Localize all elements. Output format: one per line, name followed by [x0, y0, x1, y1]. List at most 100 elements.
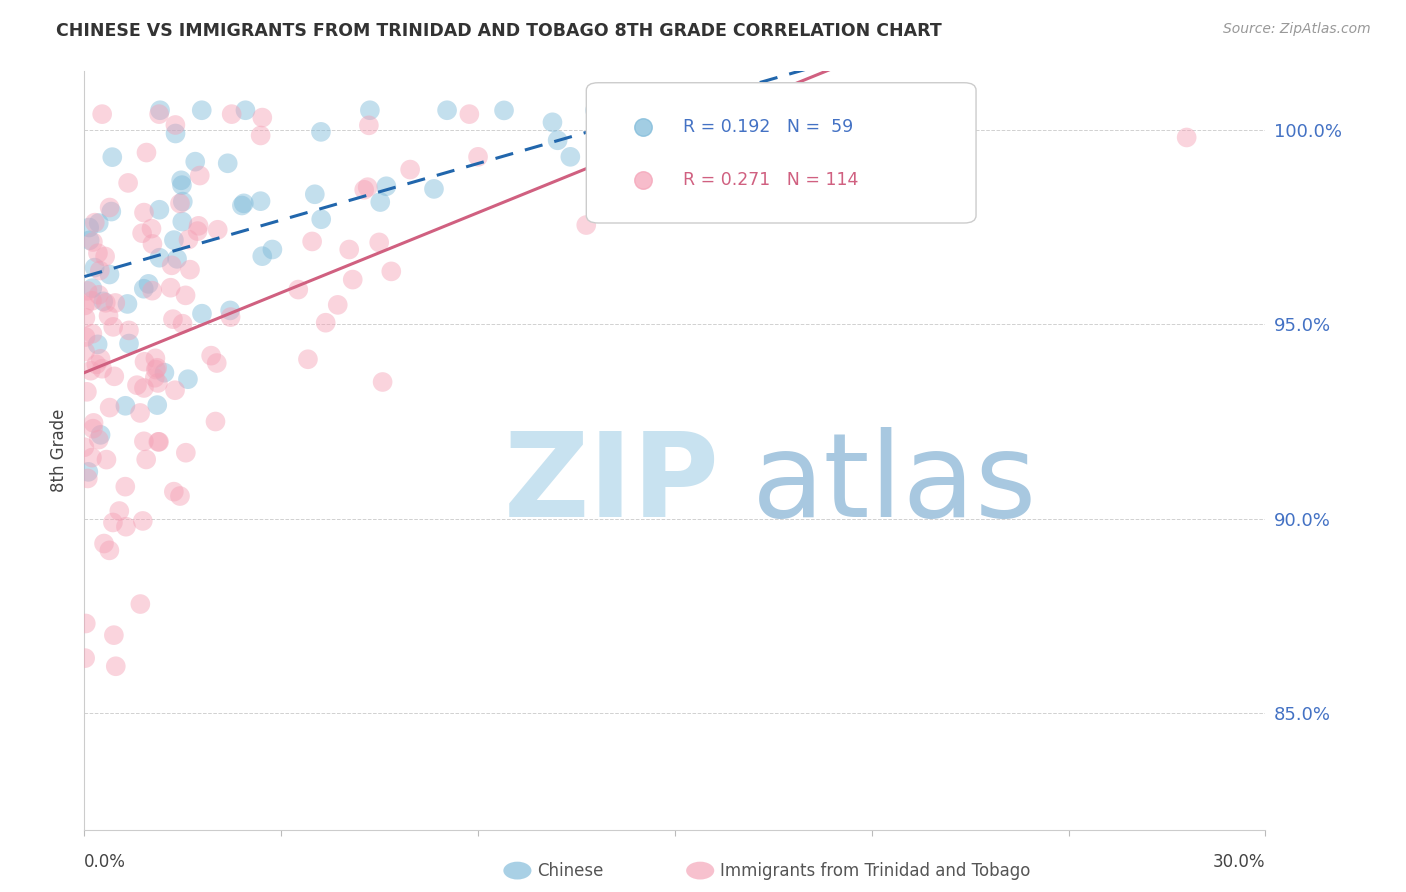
Point: [98, 401, 121, 415]
Point: [689, 103, 711, 118]
Point: [172, 214, 194, 228]
Point: [184, 154, 207, 169]
Point: [399, 162, 422, 177]
Point: [148, 251, 170, 265]
Point: [231, 198, 253, 212]
Point: [138, 277, 160, 291]
Point: [143, 370, 166, 384]
Point: [83, 260, 105, 275]
Point: [125, 378, 148, 392]
Point: [163, 233, 186, 247]
Point: [163, 383, 186, 397]
Point: [75, 651, 97, 665]
Point: [172, 317, 194, 331]
Point: [86, 358, 108, 372]
Point: [79, 233, 101, 247]
Point: [80, 450, 103, 465]
Point: [108, 504, 131, 518]
Point: [145, 362, 167, 376]
Point: [326, 298, 349, 312]
Point: [82, 422, 104, 436]
Point: [75, 310, 97, 325]
Point: [585, 107, 607, 121]
Point: [249, 194, 271, 209]
Point: [76, 471, 98, 485]
Point: [100, 204, 122, 219]
Point: [190, 103, 212, 118]
Point: [77, 220, 100, 235]
Point: [83, 416, 105, 430]
Point: [595, 183, 617, 197]
Point: [73, 440, 96, 454]
Point: [159, 281, 181, 295]
Point: [177, 372, 200, 386]
Point: [575, 218, 598, 232]
Point: [82, 281, 104, 295]
Point: [315, 316, 337, 330]
Text: R = 0.271   N = 114: R = 0.271 N = 114: [683, 170, 859, 189]
Point: [187, 219, 209, 233]
Point: [359, 103, 381, 118]
Point: [90, 351, 112, 366]
Point: [101, 516, 124, 530]
Point: [80, 293, 103, 308]
Point: [118, 323, 141, 337]
Point: [114, 399, 136, 413]
Point: [132, 381, 155, 395]
Point: [94, 295, 117, 310]
Point: [357, 180, 380, 194]
Point: [309, 212, 332, 227]
Point: [141, 236, 163, 251]
Point: [87, 433, 110, 447]
Text: Source: ZipAtlas.com: Source: ZipAtlas.com: [1223, 22, 1371, 37]
Point: [118, 336, 141, 351]
Point: [380, 264, 402, 278]
Point: [141, 221, 163, 235]
Point: [252, 111, 274, 125]
Point: [97, 309, 120, 323]
Point: [200, 349, 222, 363]
Text: 0.0%: 0.0%: [84, 853, 127, 871]
Point: [174, 446, 197, 460]
Point: [217, 156, 239, 170]
Point: [371, 375, 394, 389]
Point: [207, 223, 229, 237]
Point: [103, 319, 125, 334]
Point: [148, 202, 170, 217]
Point: [262, 243, 284, 257]
Point: [132, 282, 155, 296]
Point: [135, 145, 157, 160]
Point: [76, 284, 98, 298]
Text: R = 0.192   N =  59: R = 0.192 N = 59: [683, 118, 853, 136]
Point: [188, 169, 211, 183]
Point: [80, 364, 103, 378]
Point: [117, 297, 139, 311]
Point: [560, 150, 582, 164]
Point: [547, 133, 569, 147]
Text: Immigrants from Trinidad and Tobago: Immigrants from Trinidad and Tobago: [720, 862, 1031, 880]
Point: [235, 103, 257, 118]
Text: CHINESE VS IMMIGRANTS FROM TRINIDAD AND TOBAGO 8TH GRADE CORRELATION CHART: CHINESE VS IMMIGRANTS FROM TRINIDAD AND …: [56, 22, 942, 40]
Y-axis label: 8th Grade: 8th Grade: [51, 409, 69, 492]
Point: [146, 360, 169, 375]
Point: [368, 195, 391, 210]
Point: [191, 307, 214, 321]
Point: [98, 201, 121, 215]
Point: [174, 288, 197, 302]
Point: [170, 178, 193, 193]
Point: [91, 294, 114, 309]
Point: [75, 344, 97, 359]
Point: [149, 103, 172, 118]
Point: [467, 150, 489, 164]
Point: [301, 235, 323, 249]
Point: [82, 235, 104, 249]
Point: [492, 103, 515, 118]
Point: [630, 103, 652, 118]
Point: [309, 125, 332, 139]
Point: [75, 616, 97, 631]
Point: [249, 128, 271, 143]
Point: [818, 103, 841, 118]
Point: [1175, 130, 1198, 145]
Point: [219, 310, 242, 324]
Point: [583, 103, 606, 118]
